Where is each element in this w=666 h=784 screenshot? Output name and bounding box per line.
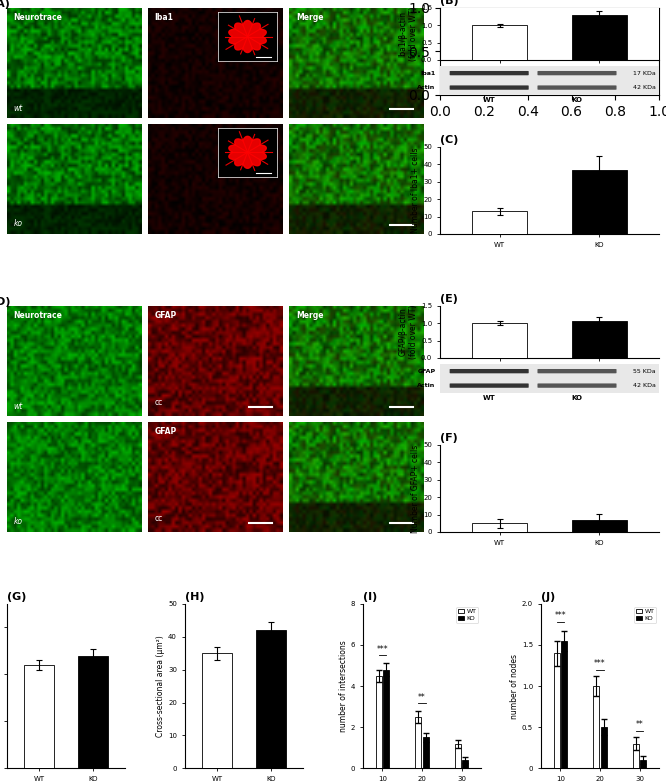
- Y-axis label: Number of Iba1+ cells: Number of Iba1+ cells: [412, 147, 420, 233]
- Text: (G): (G): [7, 592, 26, 602]
- Text: (C): (C): [440, 135, 458, 145]
- Bar: [383, 670, 389, 768]
- Text: KO: KO: [571, 97, 583, 103]
- Text: 55 KDa: 55 KDa: [633, 368, 655, 374]
- Bar: [561, 641, 567, 768]
- Text: Merge: Merge: [296, 311, 324, 321]
- Y-axis label: Iba1/β-actin
(fold over WT): Iba1/β-actin (fold over WT): [399, 6, 418, 61]
- FancyBboxPatch shape: [450, 383, 529, 388]
- Text: Neurotrace: Neurotrace: [13, 13, 62, 23]
- Bar: [572, 520, 627, 532]
- Text: Actin: Actin: [417, 383, 436, 388]
- Bar: [601, 728, 607, 768]
- Text: ko: ko: [13, 517, 23, 526]
- Bar: [554, 653, 560, 768]
- Text: Actin: Actin: [417, 85, 436, 90]
- Text: **: **: [635, 720, 643, 729]
- Text: cc: cc: [155, 514, 163, 523]
- FancyBboxPatch shape: [537, 369, 617, 373]
- Text: (E): (E): [440, 294, 458, 303]
- Text: ***: ***: [377, 645, 388, 654]
- Text: cc: cc: [155, 398, 163, 408]
- Y-axis label: number of intersections: number of intersections: [339, 641, 348, 732]
- Bar: [78, 655, 108, 768]
- Y-axis label: GFAP/β-actin
(fold over WT): GFAP/β-actin (fold over WT): [399, 305, 418, 359]
- Text: Neurotrace: Neurotrace: [13, 311, 62, 321]
- FancyBboxPatch shape: [537, 383, 617, 388]
- Text: (A): (A): [0, 0, 9, 9]
- Text: GFAP: GFAP: [155, 311, 177, 321]
- FancyBboxPatch shape: [450, 369, 529, 373]
- Bar: [572, 169, 627, 234]
- Bar: [572, 321, 627, 358]
- FancyBboxPatch shape: [537, 71, 617, 75]
- Text: wt: wt: [13, 401, 23, 411]
- Text: (J): (J): [541, 592, 555, 602]
- Text: ***: ***: [555, 612, 566, 620]
- Bar: [593, 686, 599, 768]
- Text: ko: ko: [13, 220, 23, 228]
- Bar: [472, 323, 527, 358]
- Text: (H): (H): [184, 592, 204, 602]
- Bar: [455, 744, 461, 768]
- Bar: [202, 653, 232, 768]
- Text: Merge: Merge: [296, 13, 324, 23]
- Bar: [423, 738, 428, 768]
- Text: Iba1: Iba1: [420, 71, 436, 75]
- Bar: [640, 760, 646, 768]
- Bar: [572, 15, 627, 60]
- Bar: [633, 744, 639, 768]
- FancyBboxPatch shape: [450, 71, 529, 75]
- Legend: WT, KO: WT, KO: [634, 607, 656, 622]
- Bar: [416, 717, 422, 768]
- Text: Iba1: Iba1: [155, 13, 174, 23]
- Text: GFAP: GFAP: [155, 427, 177, 436]
- Bar: [376, 676, 382, 768]
- Y-axis label: Cross-sectional area (µm²): Cross-sectional area (µm²): [157, 635, 165, 737]
- Text: **: **: [418, 692, 426, 702]
- Text: wt: wt: [13, 103, 23, 113]
- Bar: [24, 665, 54, 768]
- Text: (I): (I): [363, 592, 377, 602]
- Text: WT: WT: [483, 97, 496, 103]
- Text: 42 KDa: 42 KDa: [633, 383, 656, 388]
- FancyBboxPatch shape: [537, 85, 617, 89]
- Text: ***: ***: [594, 659, 606, 668]
- Text: 42 KDa: 42 KDa: [633, 85, 656, 90]
- Text: 17 KDa: 17 KDa: [633, 71, 656, 75]
- FancyBboxPatch shape: [450, 85, 529, 89]
- Legend: WT, KO: WT, KO: [456, 607, 478, 622]
- Text: (F): (F): [440, 433, 458, 443]
- Bar: [472, 523, 527, 532]
- Text: WT: WT: [483, 395, 496, 401]
- Bar: [256, 630, 286, 768]
- Bar: [472, 25, 527, 60]
- Text: KO: KO: [571, 395, 583, 401]
- Text: (B): (B): [440, 0, 458, 5]
- Bar: [472, 212, 527, 234]
- Bar: [462, 760, 468, 768]
- Text: (D): (D): [0, 297, 10, 307]
- Y-axis label: number of nodes: number of nodes: [510, 654, 519, 719]
- Y-axis label: Number of GFAP+ cells: Number of GFAP+ cells: [412, 445, 420, 532]
- Text: GFAP: GFAP: [418, 368, 436, 374]
